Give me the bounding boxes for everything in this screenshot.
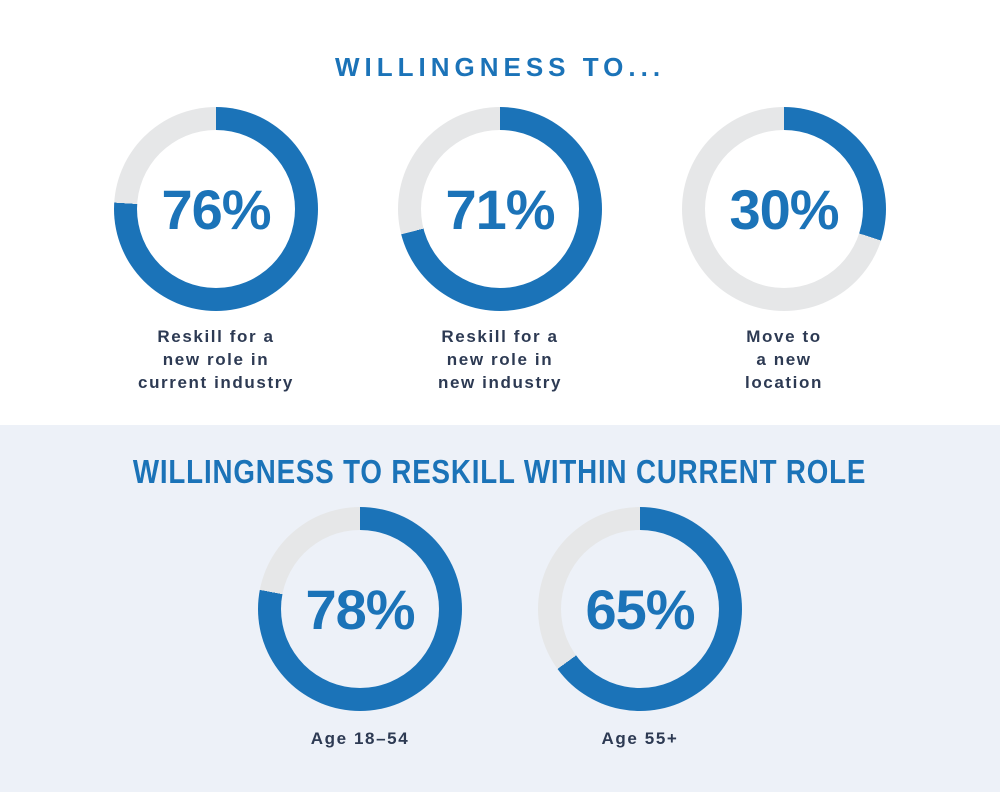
donut-value-label: 65% <box>585 577 695 641</box>
donut-value-label: 30% <box>729 177 839 241</box>
donut-caption: Move to a new location <box>745 325 823 394</box>
donut-hole: 71% <box>421 130 579 288</box>
caption-line: Age 55+ <box>601 729 679 748</box>
caption-line: Move to <box>746 327 822 346</box>
section-title-text: WILLINGNESS TO RESKILL WITHIN CURRENT RO… <box>133 453 867 490</box>
donut-figure-move-location: 30% Move to a new location <box>664 107 904 394</box>
donut-value-label: 76% <box>161 177 271 241</box>
caption-line: Reskill for a <box>157 327 275 346</box>
donut-hole: 76% <box>137 130 295 288</box>
caption-line: new industry <box>437 373 563 392</box>
donut-ring-age-55-plus: 65% <box>538 507 742 711</box>
donut-hole: 30% <box>705 130 863 288</box>
donut-hole: 65% <box>561 530 719 688</box>
caption-line: new role in <box>446 350 554 369</box>
donut-caption: Age 55+ <box>602 727 679 750</box>
section-title-willingness-to: WILLINGNESS TO... <box>334 52 666 82</box>
donut-value-label: 78% <box>305 577 415 641</box>
caption-line: Reskill for a <box>441 327 559 346</box>
donut-ring-move-location: 30% <box>682 107 886 311</box>
reskill-within-role-section: WILLINGNESS TO RESKILL WITHIN CURRENT RO… <box>0 425 1000 792</box>
donut-row-bottom: 78% Age 18–54 65% Age 55+ <box>0 507 1000 750</box>
donut-caption: Reskill for a new role in current indust… <box>138 325 294 394</box>
donut-caption: Reskill for a new role in new industry <box>438 325 562 394</box>
section-title-reskill-within-role: WILLINGNESS TO RESKILL WITHIN CURRENT RO… <box>0 453 1000 491</box>
willingness-to-section: WILLINGNESS TO... 76% Reskill for a new … <box>0 52 1000 394</box>
donut-hole: 78% <box>281 530 439 688</box>
donut-caption: Age 18–54 <box>311 727 410 750</box>
donut-value-label: 71% <box>445 177 555 241</box>
caption-line: Age 18–54 <box>310 729 410 748</box>
caption-line: current industry <box>138 373 294 392</box>
caption-line: a new <box>756 350 812 369</box>
donut-ring-age-18-54: 78% <box>258 507 462 711</box>
donut-row-top: 76% Reskill for a new role in current in… <box>0 107 1000 394</box>
caption-line: location <box>745 373 823 392</box>
donut-figure-age-55-plus: 65% Age 55+ <box>520 507 760 750</box>
caption-line: new role in <box>162 350 270 369</box>
donut-ring-reskill-new-industry: 71% <box>398 107 602 311</box>
donut-figure-age-18-54: 78% Age 18–54 <box>240 507 480 750</box>
donut-figure-reskill-current-industry: 76% Reskill for a new role in current in… <box>96 107 336 394</box>
donut-figure-reskill-new-industry: 71% Reskill for a new role in new indust… <box>380 107 620 394</box>
donut-ring-reskill-current-industry: 76% <box>114 107 318 311</box>
